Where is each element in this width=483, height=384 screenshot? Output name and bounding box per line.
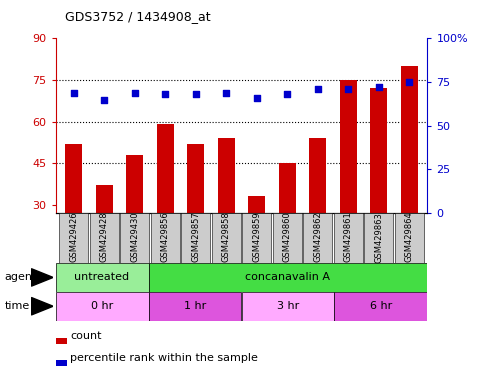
Bar — [272, 213, 302, 263]
Bar — [151, 213, 180, 263]
Bar — [120, 213, 149, 263]
Text: concanavalin A: concanavalin A — [245, 272, 330, 283]
Text: 1 hr: 1 hr — [184, 301, 206, 311]
Bar — [248, 197, 265, 288]
Point — [161, 91, 169, 98]
Text: GSM429859: GSM429859 — [252, 212, 261, 262]
Point — [192, 91, 199, 98]
Bar — [218, 138, 235, 288]
Bar — [309, 138, 326, 288]
Text: GSM429430: GSM429430 — [130, 212, 139, 262]
Point — [375, 84, 383, 90]
Bar — [56, 361, 67, 366]
Bar — [59, 213, 88, 263]
Bar — [56, 263, 149, 292]
Bar — [370, 88, 387, 288]
Text: 3 hr: 3 hr — [277, 301, 299, 311]
Bar — [149, 263, 427, 292]
Bar — [242, 213, 271, 263]
Point — [131, 89, 139, 96]
Text: GSM429861: GSM429861 — [344, 212, 353, 262]
Text: percentile rank within the sample: percentile rank within the sample — [71, 353, 258, 363]
Text: GSM429864: GSM429864 — [405, 212, 413, 262]
Point — [344, 86, 352, 92]
Text: GDS3752 / 1434908_at: GDS3752 / 1434908_at — [65, 10, 211, 23]
Text: GSM429428: GSM429428 — [100, 212, 109, 262]
Bar — [56, 292, 149, 321]
Text: GSM429857: GSM429857 — [191, 212, 200, 262]
Text: GSM429862: GSM429862 — [313, 212, 322, 262]
Bar — [334, 292, 427, 321]
Bar — [127, 155, 143, 288]
Point — [284, 91, 291, 98]
Bar — [334, 213, 363, 263]
Point — [405, 79, 413, 85]
Text: 0 hr: 0 hr — [91, 301, 113, 311]
Bar — [303, 213, 332, 263]
Bar — [181, 213, 211, 263]
Bar — [401, 66, 417, 288]
Bar — [157, 124, 174, 288]
Bar — [242, 292, 334, 321]
Bar — [66, 144, 82, 288]
Bar — [90, 213, 119, 263]
Point — [314, 86, 322, 92]
Text: GSM429856: GSM429856 — [161, 212, 170, 262]
Bar — [96, 185, 113, 288]
Text: GSM429858: GSM429858 — [222, 212, 231, 262]
Bar — [340, 80, 356, 288]
Polygon shape — [31, 269, 53, 286]
Text: agent: agent — [5, 272, 37, 283]
Text: count: count — [71, 331, 102, 341]
Bar — [279, 163, 296, 288]
Polygon shape — [31, 298, 53, 315]
Text: time: time — [5, 301, 30, 311]
Bar — [395, 213, 424, 263]
Point — [253, 95, 261, 101]
Bar — [187, 144, 204, 288]
Point — [70, 89, 78, 96]
Point — [100, 96, 108, 103]
Bar — [364, 213, 393, 263]
Bar — [149, 292, 242, 321]
Text: 6 hr: 6 hr — [370, 301, 392, 311]
Text: GSM429860: GSM429860 — [283, 212, 292, 262]
Point — [222, 89, 230, 96]
Bar — [56, 338, 67, 344]
Bar — [212, 213, 241, 263]
Text: GSM429426: GSM429426 — [70, 212, 78, 262]
Text: GSM429863: GSM429863 — [374, 212, 383, 263]
Text: untreated: untreated — [74, 272, 129, 283]
